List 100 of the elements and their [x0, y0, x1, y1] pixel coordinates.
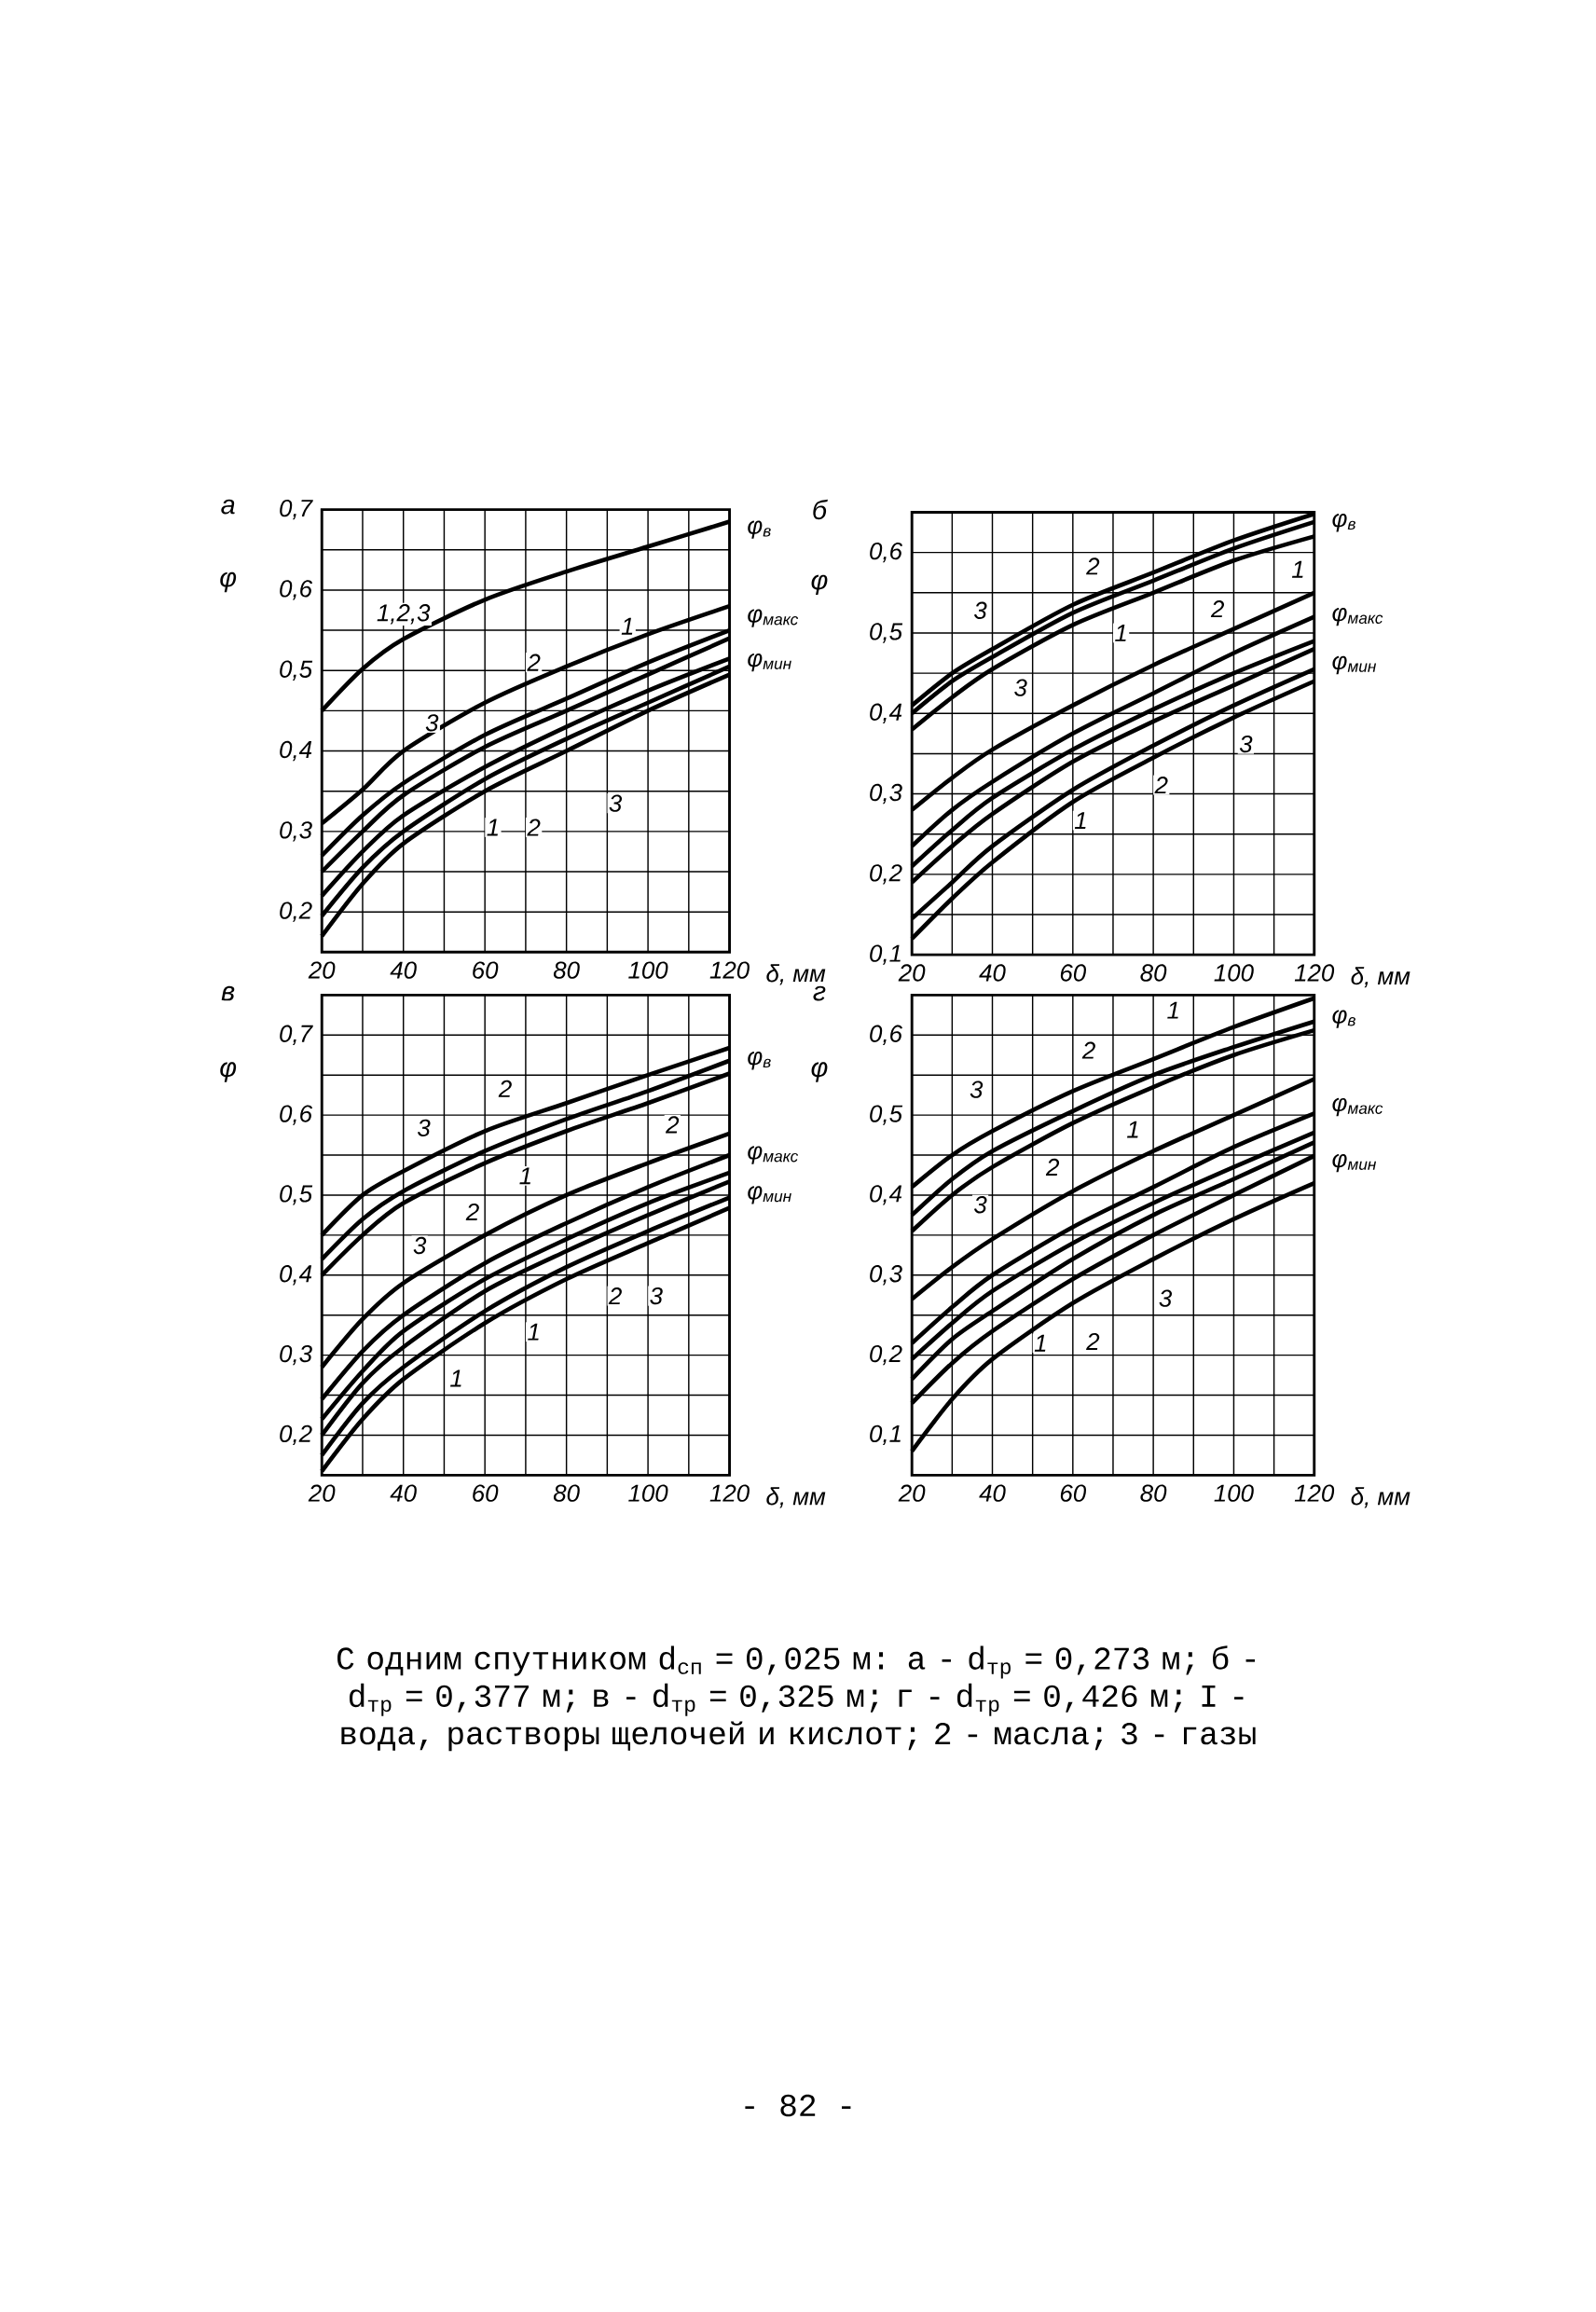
y-tick-label: 0,2 — [870, 864, 902, 885]
x-tick-label: 100 — [628, 961, 668, 979]
x-tick-label: 20 — [308, 1484, 336, 1502]
annotation: 1 — [1127, 1121, 1138, 1138]
text: С одним спутником d$_{сп}$ = 0,025 м: а - d$_{тр}$ = 0,273 м; б - d$_{тр}$ = 0,377 м; в - d$_{тр}$ = 0,325 м; г - d$_{тр}$ = 0,426 м; I - вода, растворы щелочей и кислот; 2 - масла; 3 - газы — [337, 1645, 1256, 1752]
annotation: 2 — [527, 819, 541, 836]
text: φ$_{в}$ — [1332, 514, 1356, 532]
annotation: 1 — [1075, 812, 1086, 829]
annotation: 3 — [650, 1287, 663, 1305]
annotation: 2 — [1210, 600, 1225, 618]
x-tick-label: 80 — [553, 961, 580, 979]
x-tick-label: 20 — [898, 1484, 926, 1502]
annotation: 1 — [487, 819, 499, 836]
y-tick-label: 0,4 — [870, 1185, 902, 1205]
annotation: 2 — [1086, 1332, 1100, 1351]
annotation: 2 — [1086, 557, 1100, 575]
annotation: 3 — [1014, 679, 1027, 696]
x-tick-label: 40 — [390, 961, 417, 979]
text: φ$_{макс}$ — [1332, 1097, 1383, 1117]
y-tick-label: 0,5 — [870, 623, 903, 643]
x-tick-label: 80 — [1140, 1484, 1167, 1502]
annotation: 2 — [527, 654, 541, 671]
x-tick-label: 120 — [709, 961, 750, 979]
y-axis-title: φ — [220, 571, 237, 593]
y-axis-title: φ — [220, 1062, 237, 1082]
text: φ$_{макс}$ — [748, 1146, 799, 1164]
y-axis-title: φ — [811, 1062, 828, 1082]
text: φ$_{мин}$ — [748, 653, 791, 672]
chart-title: в — [221, 985, 235, 1001]
annotation: 1 — [1115, 625, 1126, 641]
annotation: 1 — [621, 617, 633, 635]
annotation: 3 — [425, 714, 439, 732]
y-tick-label: 0,2 — [280, 1424, 312, 1446]
x-tick-label: 60 — [473, 1484, 499, 1502]
y-tick-label: 0,5 — [280, 660, 313, 681]
x-tick-label: 80 — [553, 1484, 580, 1502]
annotation: 2 — [666, 1116, 680, 1134]
annotation: 2 — [498, 1080, 512, 1097]
annotation: 3 — [1159, 1289, 1173, 1307]
y-tick-label: 0,3 — [870, 1265, 902, 1286]
x-tick-label: 40 — [390, 1484, 417, 1502]
text: φ$_{макс}$ — [748, 609, 799, 627]
y-tick-label: 0,4 — [280, 740, 312, 762]
x-tick-label: 100 — [1214, 964, 1254, 982]
annotation: 1 — [450, 1369, 461, 1387]
y-tick-label: 0,6 — [280, 1105, 313, 1125]
chart-title: б — [813, 499, 828, 520]
x-tick-label: 60 — [473, 961, 499, 979]
x-axis-title: δ, мм — [766, 964, 826, 985]
chart-title: г — [813, 985, 826, 1001]
y-tick-label: 0,4 — [280, 1265, 312, 1286]
x-tick-label: 60 — [1060, 1484, 1087, 1502]
x-tick-label: 20 — [308, 961, 336, 979]
x-tick-label: 20 — [898, 964, 926, 982]
x-tick-label: 100 — [1214, 1484, 1254, 1502]
y-tick-label: 0,5 — [280, 1185, 313, 1205]
annotation: 2 — [1081, 1041, 1095, 1059]
text: φ$_{в}$ — [748, 1052, 771, 1070]
y-tick-label: 0,3 — [870, 783, 902, 805]
y-axis-title: φ — [811, 574, 828, 596]
y-tick-label: 0,4 — [870, 703, 902, 723]
y-tick-label: 0,7 — [280, 1025, 313, 1045]
y-tick-label: 0,3 — [280, 1344, 312, 1366]
annotation: 2 — [1045, 1158, 1060, 1176]
x-tick-label: 60 — [1060, 964, 1087, 982]
annotation: 2 — [465, 1203, 479, 1220]
y-tick-label: 0,6 — [870, 542, 903, 563]
x-tick-label: 120 — [709, 1484, 750, 1502]
annotation: 3 — [1239, 735, 1253, 753]
annotation: 3 — [974, 601, 987, 619]
y-tick-label: 0,6 — [870, 1025, 903, 1045]
annotation: 1 — [1292, 560, 1303, 578]
x-tick-label: 40 — [979, 1484, 1006, 1502]
annotation: 3 — [418, 1119, 431, 1137]
y-tick-label: 0,6 — [280, 580, 313, 600]
y-tick-label: 0,7 — [280, 499, 313, 520]
y-tick-label: 0,1 — [870, 944, 901, 965]
x-tick-label: 120 — [1294, 1484, 1335, 1502]
text: φ$_{макс}$ — [1332, 608, 1383, 626]
text: φ$_{в}$ — [748, 520, 771, 539]
y-tick-label: 0,3 — [280, 821, 312, 842]
annotation: 3 — [413, 1236, 427, 1255]
x-tick-label: 80 — [1140, 964, 1167, 982]
x-axis-title: δ, мм — [1351, 967, 1410, 988]
annotation: 3 — [970, 1080, 984, 1098]
annotation: 1 — [1034, 1334, 1046, 1352]
y-tick-label: 0,2 — [280, 901, 312, 922]
x-axis-title: δ, мм — [766, 1487, 826, 1508]
annotation: 1 — [519, 1167, 530, 1185]
x-tick-label: 120 — [1294, 964, 1335, 982]
annotation: 3 — [974, 1196, 987, 1214]
text: φ$_{мин}$ — [1332, 1153, 1377, 1173]
chart-title: а — [221, 499, 235, 515]
annotation: 3 — [609, 794, 623, 812]
text: - 82 - — [745, 2094, 851, 2117]
annotation: 2 — [608, 1287, 623, 1305]
annotation: 2 — [1154, 777, 1168, 794]
annotation: 1,2,3 — [377, 604, 431, 625]
x-tick-label: 40 — [979, 964, 1006, 982]
text: φ$_{мин}$ — [748, 1186, 791, 1204]
